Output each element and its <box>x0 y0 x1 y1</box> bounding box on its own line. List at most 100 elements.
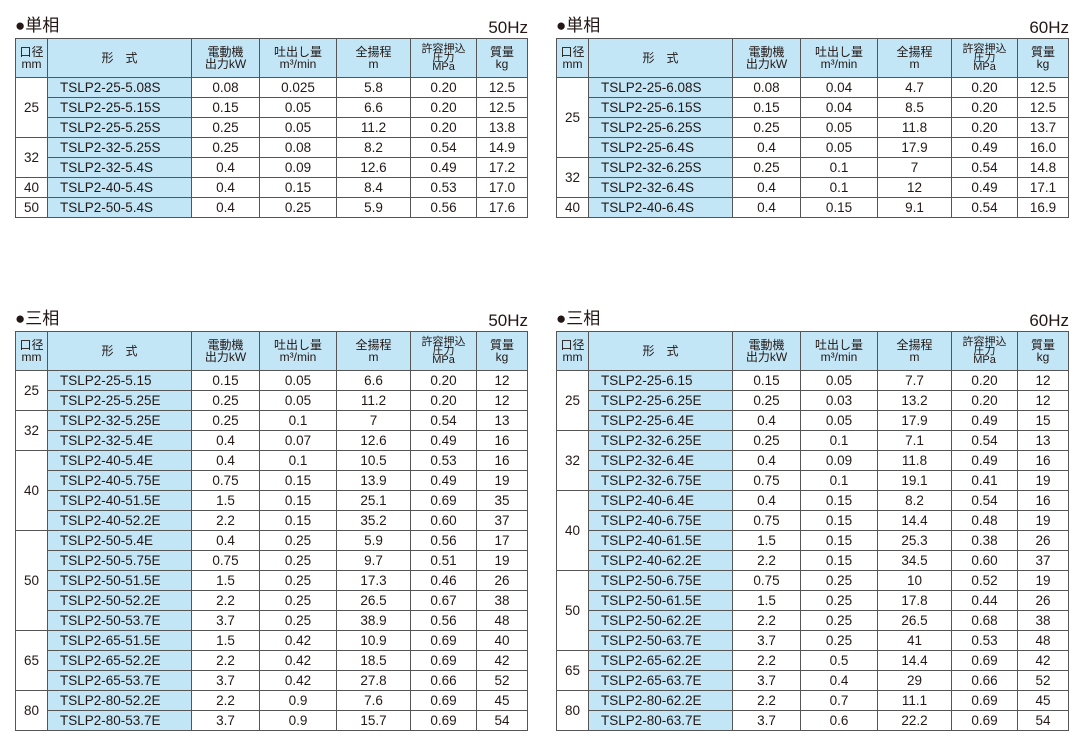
value-cell: 0.1 <box>259 450 337 471</box>
diameter-cell: 32 <box>15 137 48 178</box>
value-cell: 7 <box>336 410 411 431</box>
header-line: 質量 <box>1030 338 1055 352</box>
value-cell: 2.2 <box>732 690 801 711</box>
value-cell: 0.25 <box>732 390 801 411</box>
value-cell: 0.1 <box>800 430 878 451</box>
value-cell: 0.20 <box>410 370 477 391</box>
model-cell: TSLP2-40-61.5E <box>588 530 733 551</box>
value-cell: 0.15 <box>259 177 337 198</box>
value-cell: 0.15 <box>732 97 801 118</box>
table-row: 25 TSLP2-25-6.08S 0.08 0.04 4.7 0.20 12.5 <box>556 77 1069 158</box>
table-block-three-50hz: ●三相 50Hz 口径 mm 形 式電動機 出力kW 吐出し量 m³/min 全揚程 m 許容押込… <box>15 305 528 731</box>
frequency-label: 60Hz <box>1029 18 1069 37</box>
value-cell: 0.05 <box>800 137 878 158</box>
column-header: 形 式 <box>588 38 733 78</box>
value-cell: 0.69 <box>951 710 1018 731</box>
value-cell: 5.9 <box>336 530 411 551</box>
value-cell: 7 <box>877 157 952 178</box>
value-cell: 0.46 <box>410 570 477 591</box>
column-header: 全揚程 m <box>877 331 952 371</box>
value-cell: 12 <box>877 177 952 198</box>
diameter-cell: 50 <box>15 197 48 218</box>
value-cell: 12 <box>476 390 528 411</box>
table-row: TSLP2-25-5.15S 0.15 0.05 6.6 0.20 12.5 <box>16 97 528 118</box>
header-line: 電動機 <box>748 338 785 352</box>
column-header: 吐出し量 m³/min <box>800 331 878 371</box>
table-row: 25 TSLP2-25-6.15 0.15 0.05 7.7 0.20 12 <box>556 370 1069 431</box>
value-cell: 0.69 <box>951 650 1018 671</box>
model-cell: TSLP2-50-5.75E <box>47 550 192 571</box>
value-cell: 0.15 <box>732 370 801 391</box>
value-cell: 0.42 <box>259 630 337 651</box>
value-cell: 16 <box>476 430 528 451</box>
value-cell: 0.04 <box>800 77 878 98</box>
table-row: 50 TSLP2-50-5.4E 0.4 0.25 5.9 0.56 17 <box>15 530 528 631</box>
header-line: m³/min <box>279 57 317 71</box>
phase-title: ●単相 <box>15 16 60 35</box>
value-cell: 0.05 <box>259 370 337 391</box>
value-cell: 0.41 <box>951 470 1018 491</box>
value-cell: 0.49 <box>951 410 1018 431</box>
table-row: TSLP2-25-5.25S 0.25 0.05 11.2 0.20 13.8 <box>16 117 528 138</box>
value-cell: 0.4 <box>191 157 260 178</box>
value-cell: 54 <box>476 710 528 731</box>
header-line: 出力kW <box>204 350 247 364</box>
value-cell: 11.1 <box>877 690 952 711</box>
value-cell: 8.2 <box>877 490 952 511</box>
header-line: m³/min <box>820 57 858 71</box>
table-block-single-50hz: ●単相 50Hz 口径 mm 形 式電動機 出力kW 吐出し量 m³/min 全揚程 m 許容押込… <box>15 12 528 218</box>
table-row: TSLP2-50-53.7E 3.7 0.25 38.9 0.56 48 <box>16 610 528 631</box>
value-cell: 48 <box>476 610 528 631</box>
model-cell: TSLP2-80-62.2E <box>588 690 733 711</box>
table-block-three-60hz: ●三相 60Hz 口径 mm 形 式電動機 出力kW 吐出し量 m³/min 全揚程 m 許容押込… <box>556 305 1069 731</box>
value-cell: 0.52 <box>951 570 1018 591</box>
table-row: 40 TSLP2-40-5.4E 0.4 0.1 10.5 0.53 16 <box>15 450 528 531</box>
value-cell: 10.9 <box>336 630 411 651</box>
value-cell: 2.2 <box>191 690 260 711</box>
value-cell: 0.08 <box>191 77 260 98</box>
value-cell: 0.4 <box>191 530 260 551</box>
value-cell: 0.4 <box>191 177 260 198</box>
model-cell: TSLP2-40-6.75E <box>588 510 733 531</box>
diameter-cell: 32 <box>15 410 48 451</box>
value-cell: 0.53 <box>410 450 477 471</box>
phase-title: ●単相 <box>556 16 601 35</box>
value-cell: 26.5 <box>877 610 952 631</box>
value-cell: 0.25 <box>259 197 337 218</box>
value-cell: 0.20 <box>410 117 477 138</box>
header-line: 許容押込 <box>421 42 466 55</box>
value-cell: 0.20 <box>951 370 1018 391</box>
column-header: 質量 kg <box>1017 38 1069 78</box>
table-row: 32 TSLP2-32-6.25E 0.25 0.1 7.1 0.54 13 <box>556 430 1069 491</box>
header-row: 口径 mm 形 式電動機 出力kW 吐出し量 m³/min 全揚程 m 許容押込 圧力 MPa 質量 k… <box>15 331 528 371</box>
table-row: TSLP2-65-63.7E 3.7 0.4 29 0.66 52 <box>557 670 1069 691</box>
value-cell: 0.15 <box>800 510 878 531</box>
header-line: m³/min <box>820 350 858 364</box>
value-cell: 0.66 <box>951 670 1018 691</box>
value-cell: 0.4 <box>732 450 801 471</box>
value-cell: 17.8 <box>877 590 952 611</box>
diameter-cell: 50 <box>556 570 589 651</box>
value-cell: 0.25 <box>800 630 878 651</box>
header-line: 圧力 <box>973 344 996 357</box>
value-cell: 12 <box>1017 390 1069 411</box>
model-cell: TSLP2-32-6.75E <box>588 470 733 491</box>
header-line: 形 式 <box>642 51 679 65</box>
value-cell: 17.3 <box>336 570 411 591</box>
model-cell: TSLP2-65-63.7E <box>588 670 733 691</box>
value-cell: 0.56 <box>410 610 477 631</box>
model-cell: TSLP2-80-53.7E <box>47 710 192 731</box>
value-cell: 0.6 <box>800 710 878 731</box>
value-cell: 0.4 <box>191 430 260 451</box>
table-row: TSLP2-40-51.5E 1.5 0.15 25.1 0.69 35 <box>16 490 528 511</box>
header-line: m³/min <box>279 350 317 364</box>
value-cell: 0.25 <box>800 610 878 631</box>
value-cell: 11.2 <box>336 390 411 411</box>
value-cell: 35 <box>476 490 528 511</box>
model-cell: TSLP2-25-6.15 <box>588 370 733 391</box>
value-cell: 0.05 <box>259 97 337 118</box>
value-cell: 0.75 <box>732 470 801 491</box>
table-row: 80 TSLP2-80-52.2E 2.2 0.9 7.6 0.69 45 <box>15 690 528 731</box>
value-cell: 0.75 <box>732 570 801 591</box>
value-cell: 0.15 <box>259 510 337 531</box>
